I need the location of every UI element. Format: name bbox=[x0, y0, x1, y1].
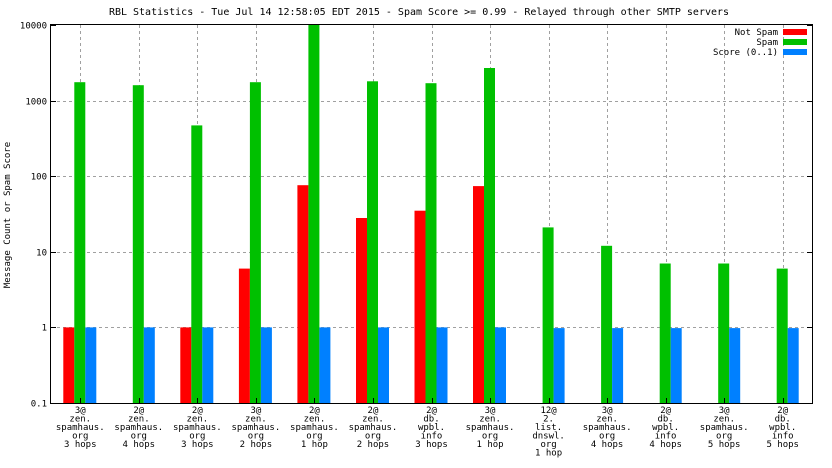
bar-spam bbox=[659, 263, 671, 403]
legend-swatch bbox=[783, 29, 807, 35]
bar-score-0-1 bbox=[553, 328, 565, 403]
y-tick-label: 10 bbox=[36, 249, 47, 259]
y-tick-label: 100 bbox=[31, 173, 47, 183]
legend-label: Score (0..1) bbox=[713, 48, 778, 58]
bar-spam bbox=[249, 82, 261, 403]
chart-title: RBL Statistics - Tue Jul 14 12:58:05 EDT… bbox=[109, 7, 729, 18]
bar-spam bbox=[776, 268, 788, 403]
legend-swatch bbox=[783, 39, 807, 45]
bar-score-0-1 bbox=[670, 328, 682, 403]
bar-score-0-1 bbox=[378, 327, 389, 403]
y-tick-label: 1 bbox=[42, 324, 47, 334]
bar-not-spam bbox=[473, 186, 484, 403]
y-axis-label: Message Count or Spam Score bbox=[3, 142, 13, 288]
bars bbox=[63, 25, 799, 404]
bar-spam bbox=[308, 25, 320, 403]
x-tick-label: 2@ zen. spamhaus. org 1 hop bbox=[290, 406, 339, 450]
bar-score-0-1 bbox=[436, 327, 448, 403]
bar-score-0-1 bbox=[319, 327, 331, 403]
bar-score-0-1 bbox=[729, 328, 741, 403]
bar-not-spam bbox=[238, 268, 250, 403]
bar-not-spam bbox=[63, 327, 75, 403]
x-tick-label: 3@ zen. spamhaus. org 2 hops bbox=[231, 406, 280, 450]
bar-score-0-1 bbox=[495, 327, 506, 403]
bar-spam bbox=[601, 245, 613, 403]
x-tick-label: 3@ zen. spamhaus. org 5 hops bbox=[700, 406, 749, 450]
bar-score-0-1 bbox=[612, 328, 624, 403]
bar-not-spam bbox=[356, 218, 367, 403]
bar-score-0-1 bbox=[85, 327, 97, 403]
bar-score-0-1 bbox=[787, 328, 799, 403]
x-tick-label: 2@ zen. spamhaus. org 3 hops bbox=[173, 406, 222, 450]
bar-score-0-1 bbox=[260, 327, 272, 403]
bar-spam bbox=[718, 263, 730, 403]
x-tick-label: 2@ zen. spamhaus. org 4 hops bbox=[114, 406, 163, 450]
x-tick-label: 3@ zen. spamhaus. org 4 hops bbox=[583, 406, 632, 450]
bar-spam bbox=[484, 68, 495, 403]
y-axis: 0.1 1 10 100 1000 10000 bbox=[20, 22, 812, 410]
y-tick-label: 0.1 bbox=[31, 400, 47, 410]
legend-swatch bbox=[783, 49, 807, 55]
x-tick-label: 12@ 2. list. dnswl. org 1 hop bbox=[532, 406, 565, 459]
plot-frame bbox=[50, 24, 813, 404]
bar-spam bbox=[132, 85, 144, 403]
x-tick-label: 3@ zen. spamhaus. org 1 hop bbox=[466, 406, 515, 450]
x-tick-label: 2@ db. wpbl. info 3 hops bbox=[415, 406, 448, 450]
bar-not-spam bbox=[414, 210, 426, 403]
legend-label: Spam bbox=[756, 38, 778, 48]
bar-not-spam bbox=[297, 185, 309, 403]
x-tick-label: 2@ db. wpbl. info 5 hops bbox=[766, 406, 799, 450]
y-tick-label: 1000 bbox=[25, 98, 47, 108]
x-tick-label: 3@ zen. spamhaus. org 3 hops bbox=[56, 406, 105, 450]
y-tick-label: 10000 bbox=[20, 22, 47, 32]
bar-score-0-1 bbox=[143, 327, 155, 403]
legend-label: Not Spam bbox=[735, 28, 778, 38]
x-tick-label: 2@ db. wpbl. info 4 hops bbox=[649, 406, 682, 450]
bar-not-spam bbox=[180, 327, 192, 403]
bar-spam bbox=[74, 82, 86, 403]
x-tick-label: 2@ zen. spamhaus. org 2 hops bbox=[349, 406, 398, 450]
bar-spam bbox=[425, 83, 437, 403]
bar-score-0-1 bbox=[202, 327, 214, 403]
bar-spam bbox=[367, 81, 378, 404]
bar-spam bbox=[542, 227, 554, 403]
bar-spam bbox=[191, 125, 203, 404]
